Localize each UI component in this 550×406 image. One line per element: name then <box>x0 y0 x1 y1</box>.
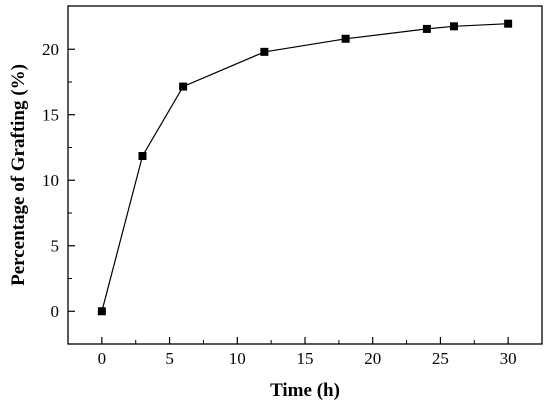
y-tick-label: 10 <box>42 171 59 190</box>
data-point <box>179 82 188 91</box>
x-tick-label: 20 <box>364 349 381 368</box>
x-tick-label: 15 <box>297 349 314 368</box>
data-point <box>97 307 106 316</box>
data-point <box>138 152 147 161</box>
x-tick-label: 0 <box>98 349 107 368</box>
x-axis-title: Time (h) <box>270 380 340 401</box>
x-tick-label: 5 <box>165 349 174 368</box>
x-tick-label: 25 <box>432 349 449 368</box>
series-group <box>97 19 513 316</box>
x-tick-label: 10 <box>229 349 246 368</box>
data-point <box>449 22 458 31</box>
plot-frame <box>67 5 543 345</box>
y-tick-label: 0 <box>51 302 60 321</box>
tick-labels: 0 5 10 15 20 25 30 0 5 10 15 20 <box>42 40 517 368</box>
axis-ticks <box>68 48 509 344</box>
y-tick-label: 15 <box>42 106 59 125</box>
y-tick-label: 20 <box>42 40 59 59</box>
series-line <box>101 23 509 312</box>
data-point <box>341 34 350 43</box>
y-tick-label: 5 <box>51 237 60 256</box>
y-axis-title: Percentage of Grafting (%) <box>8 64 29 286</box>
data-point <box>504 19 513 28</box>
data-point <box>260 47 269 56</box>
x-tick-label: 30 <box>500 349 517 368</box>
data-point <box>422 24 431 33</box>
